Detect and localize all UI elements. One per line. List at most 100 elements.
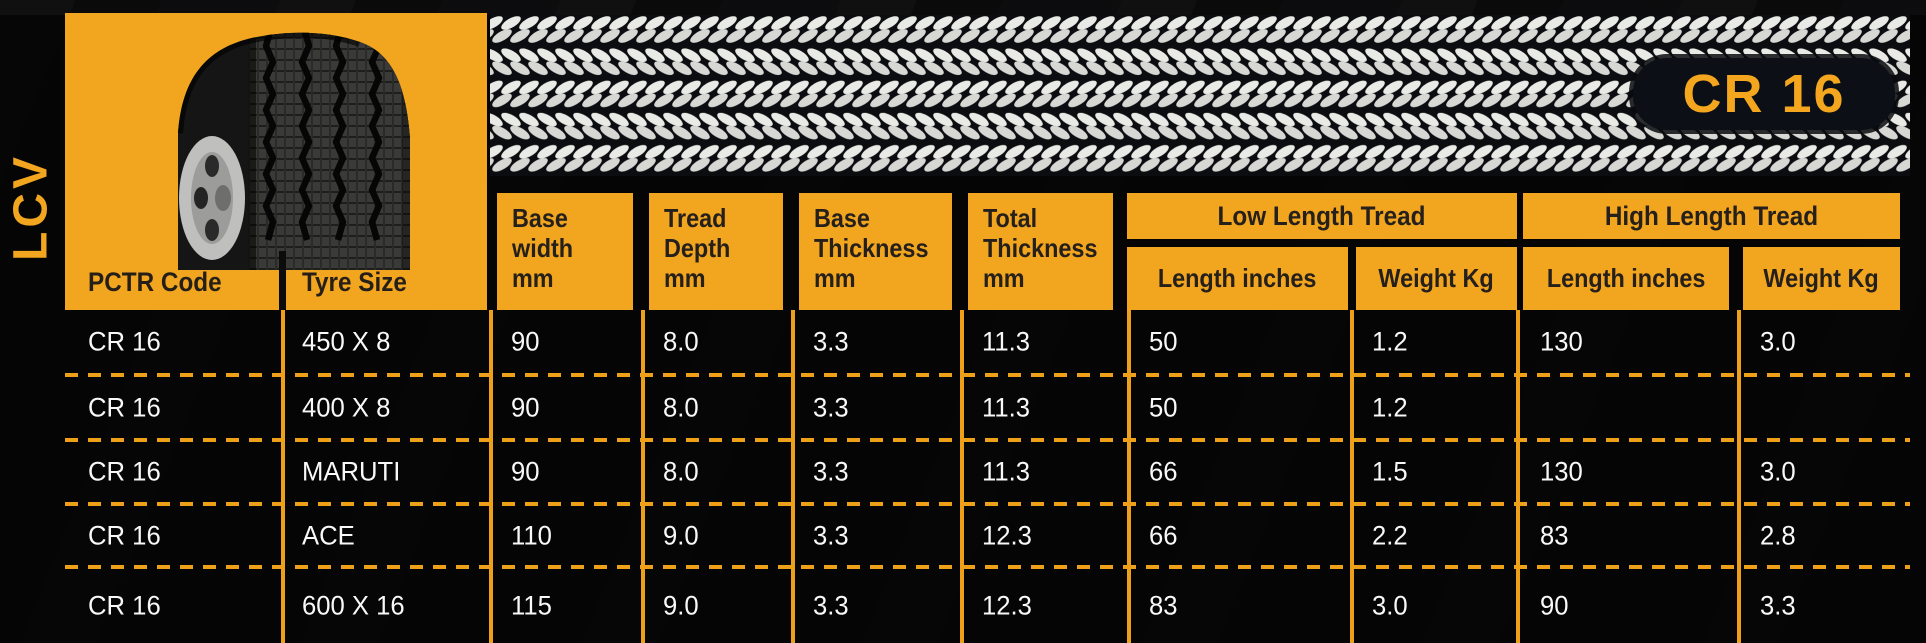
table-row: CR 16 ACE 110 9.0 3.3 12.3 66 2.2 83 2.8 (0, 506, 1926, 565)
column-header-tread-depth: Tread Depth mm (649, 193, 783, 310)
cell-high-weight-kg: 3.0 (1760, 456, 1796, 487)
cell-tread-depth: 9.0 (663, 520, 699, 550)
cell-high-weight-kg: 3.3 (1760, 590, 1796, 621)
cell-total-thickness: 11.3 (982, 326, 1031, 356)
cell-tread-depth: 8.0 (663, 456, 699, 487)
header-line: mm (664, 263, 706, 293)
cell-total-thickness: 11.3 (982, 392, 1031, 422)
column-separator (1516, 310, 1520, 643)
row-separator (65, 438, 1910, 442)
column-group-high-length-tread: High Length Tread (1523, 193, 1900, 239)
cell-total-thickness: 12.3 (982, 520, 1032, 550)
column-separator (1737, 310, 1741, 643)
column-header-total-thickness: Total Thickness mm (968, 193, 1113, 310)
header-line: mm (814, 263, 856, 293)
cell-low-length-inches: 66 (1149, 520, 1178, 550)
cell-base-width: 90 (511, 326, 540, 356)
cell-base-width: 115 (511, 590, 552, 621)
cell-base-thickness: 3.3 (813, 590, 849, 621)
cell-low-weight-kg: 1.2 (1372, 392, 1408, 422)
cell-low-weight-kg: 3.0 (1372, 590, 1408, 621)
cell-low-weight-kg: 2.2 (1372, 520, 1408, 550)
cell-tyre-size: 600 X 16 (302, 590, 405, 621)
column-group-low-length-tread: Low Length Tread (1127, 193, 1517, 239)
cell-base-thickness: 3.3 (813, 456, 849, 487)
column-separator (791, 310, 795, 643)
header-line: Thickness (983, 233, 1098, 263)
table-row: CR 16 600 X 16 115 9.0 3.3 12.3 83 3.0 9… (0, 569, 1926, 643)
sub-header-label: Weight Kg (1378, 263, 1495, 293)
tyre-photo-panel: PCTR Code Tyre Size (65, 13, 487, 310)
cell-total-thickness: 12.3 (982, 590, 1032, 621)
pattern-name-badge: CR 16 (1633, 58, 1895, 130)
row-separator (65, 373, 1910, 377)
column-header-high-length-inches: Length inches (1523, 247, 1729, 310)
column-separator (1350, 310, 1354, 643)
column-header-base-thickness: Base Thickness mm (799, 193, 952, 310)
header-divider (279, 251, 286, 310)
cell-high-length-inches: 130 (1540, 326, 1583, 356)
cell-base-width: 90 (511, 392, 540, 422)
cell-pctr-code: CR 16 (88, 590, 161, 621)
column-header-pctr-code-label: PCTR Code (88, 267, 222, 297)
cell-tread-depth: 9.0 (663, 590, 699, 621)
group-label: High Length Tread (1604, 200, 1819, 231)
cell-high-length-inches: 130 (1540, 456, 1583, 487)
cell-base-width: 110 (511, 520, 552, 550)
cell-pctr-code: CR 16 (88, 326, 161, 356)
row-separator (65, 502, 1910, 506)
header-line: Total (983, 203, 1038, 233)
cell-base-width: 90 (511, 456, 540, 487)
cell-tyre-size: 400 X 8 (302, 392, 391, 422)
group-label: Low Length Tread (1218, 200, 1426, 231)
cell-base-thickness: 3.3 (813, 520, 849, 550)
cell-pctr-code: CR 16 (88, 392, 161, 422)
cell-pctr-code: CR 16 (88, 520, 161, 550)
header-line: Base (814, 203, 870, 233)
cell-low-weight-kg: 1.2 (1372, 326, 1408, 356)
column-separator (960, 310, 964, 643)
header-line: mm (983, 263, 1025, 293)
column-separator (641, 310, 645, 643)
header-line: Depth (664, 233, 731, 263)
column-separator (489, 310, 493, 643)
column-header-tyre-size-label: Tyre Size (302, 267, 407, 297)
cell-total-thickness: 11.3 (982, 456, 1031, 487)
column-header-tyre-size: Tyre Size (302, 267, 419, 298)
cell-tyre-size: ACE (302, 520, 355, 550)
cell-high-length-inches: 83 (1540, 520, 1569, 550)
cell-high-length-inches: 90 (1540, 590, 1569, 621)
cell-tyre-size: MARUTI (302, 456, 401, 487)
cell-low-length-inches: 50 (1149, 326, 1178, 356)
cell-pctr-code: CR 16 (88, 456, 161, 487)
cell-low-length-inches: 50 (1149, 392, 1178, 422)
sub-header-label: Weight Kg (1763, 263, 1880, 293)
sub-header-label: Length inches (1546, 263, 1706, 293)
header-line: width (512, 233, 574, 263)
cell-tread-depth: 8.0 (663, 392, 699, 422)
column-header-pctr-code: PCTR Code (88, 267, 237, 298)
cell-base-thickness: 3.3 (813, 392, 849, 422)
header-line: Base (512, 203, 568, 233)
column-header-base-width: Base width mm (497, 193, 633, 310)
cell-tyre-size: 450 X 8 (302, 326, 391, 356)
table-row: CR 16 450 X 8 90 8.0 3.3 11.3 50 1.2 130… (0, 310, 1926, 373)
column-header-low-length-inches: Length inches (1127, 247, 1348, 310)
category-label-lcv: LCV (4, 153, 58, 261)
column-separator (281, 310, 285, 643)
cell-tread-depth: 8.0 (663, 326, 699, 356)
column-separator (1127, 310, 1131, 643)
cell-base-thickness: 3.3 (813, 326, 849, 356)
table-row: CR 16 400 X 8 90 8.0 3.3 11.3 50 1.2 (0, 377, 1926, 438)
cell-low-length-inches: 66 (1149, 456, 1178, 487)
header-line: Tread (664, 203, 727, 233)
cell-high-weight-kg: 3.0 (1760, 326, 1796, 356)
row-separator (65, 565, 1910, 569)
header-line: mm (512, 263, 554, 293)
tyre-photo (178, 32, 410, 270)
column-header-low-weight-kg: Weight Kg (1356, 247, 1517, 310)
sub-header-label: Length inches (1158, 263, 1317, 293)
cell-low-length-inches: 83 (1149, 590, 1178, 621)
cell-low-weight-kg: 1.5 (1372, 456, 1408, 487)
